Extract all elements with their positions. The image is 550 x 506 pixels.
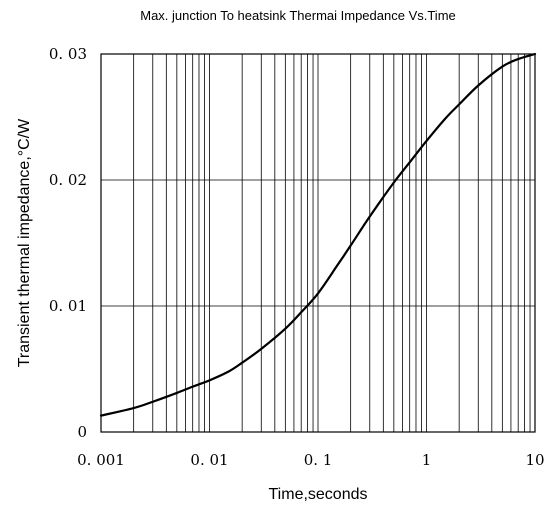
y-axis-label: Transient thermal impedance,°C/W (16, 118, 33, 367)
x-tick-label: 0. 1 (304, 451, 333, 469)
series-line (99, 52, 537, 417)
x-axis-label: Time,seconds (269, 486, 368, 503)
y-tick-label: 0. 02 (49, 171, 87, 189)
x-tick-label: 1 (422, 451, 432, 469)
x-tick-labels: 0. 001 0. 01 0. 1 1 10 (77, 451, 544, 469)
y-tick-label: 0 (77, 423, 87, 441)
y-tick-label: 0. 03 (49, 45, 87, 63)
y-tick-labels: 0 0. 01 0. 02 0. 03 (49, 45, 87, 441)
x-tick-label: 10 (525, 451, 544, 469)
x-tick-label: 0. 001 (77, 451, 125, 469)
x-tick-label: 0. 01 (190, 451, 228, 469)
chart-title: Max. junction To heatsink Thermai Impeda… (140, 8, 456, 23)
grid (101, 54, 535, 432)
plot-area-border (100, 53, 536, 433)
y-tick-label: 0. 01 (49, 297, 87, 315)
